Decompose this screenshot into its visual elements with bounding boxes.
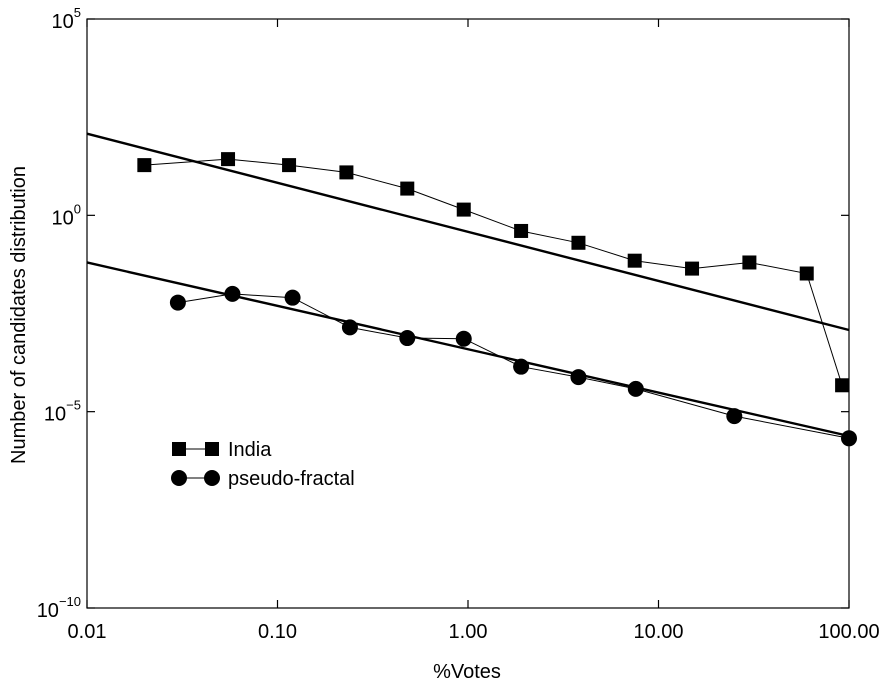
point-india: [627, 253, 642, 268]
legend: India pseudo-fractal: [171, 439, 355, 490]
point-india: [221, 152, 236, 167]
y-tick-label: 10−5: [44, 398, 81, 426]
fit-lines: [86, 132, 850, 438]
legend-marker-india: [205, 442, 219, 456]
point-india: [799, 266, 814, 281]
fit-line-india: [86, 132, 850, 332]
y-axis-ticks: 10−10 10−5 100 105: [37, 5, 849, 622]
point-pseudo-fractal: [726, 408, 743, 425]
point-india: [742, 255, 757, 270]
x-axis-label: %Votes: [433, 661, 501, 683]
y-tick-label: 105: [52, 5, 81, 33]
point-pseudo-fractal: [627, 380, 644, 397]
plot-frame: [86, 18, 850, 609]
y-tick-label: 100: [52, 201, 81, 229]
point-india: [282, 158, 297, 173]
x-tick-label: 10.00: [633, 621, 683, 643]
point-pseudo-fractal: [570, 369, 587, 386]
axes-frame: [86, 18, 850, 609]
x-tick-label: 0.10: [258, 621, 297, 643]
legend-label-pseudo-fractal: pseudo-fractal: [228, 468, 355, 490]
x-tick-label: 0.01: [68, 621, 107, 643]
legend-label-india: India: [228, 439, 272, 461]
data-markers: [137, 152, 857, 447]
point-india: [514, 223, 529, 238]
point-india: [456, 202, 471, 217]
point-pseudo-fractal: [284, 289, 301, 306]
point-india: [685, 261, 700, 276]
point-pseudo-fractal: [513, 358, 530, 375]
point-pseudo-fractal: [169, 294, 186, 311]
y-tick-label: 10−10: [37, 594, 81, 622]
point-pseudo-fractal: [841, 430, 857, 447]
x-tick-label: 100.00: [818, 621, 879, 643]
series-line-india: [144, 158, 843, 386]
fit-line-pseudo-fractal: [86, 261, 850, 438]
point-pseudo-fractal: [341, 319, 358, 336]
x-tick-label: 1.00: [449, 621, 488, 643]
legend-marker-india: [172, 442, 186, 456]
x-axis-ticks: 0.01 0.10 1.00 10.00 100.00: [68, 19, 880, 643]
point-pseudo-fractal: [455, 330, 472, 347]
point-india: [137, 158, 152, 173]
legend-marker-pseudo-fractal: [171, 470, 187, 486]
legend-marker-pseudo-fractal: [204, 470, 220, 486]
point-pseudo-fractal: [224, 285, 241, 302]
y-axis-label: Number of candidates distribution: [8, 166, 30, 464]
point-pseudo-fractal: [399, 330, 416, 347]
point-india: [835, 378, 850, 393]
point-india: [339, 165, 354, 180]
point-india: [571, 235, 586, 250]
point-india: [400, 181, 415, 196]
